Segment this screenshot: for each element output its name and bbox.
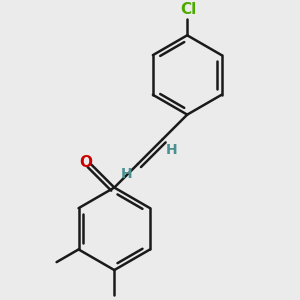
Text: Cl: Cl xyxy=(181,2,197,17)
Text: O: O xyxy=(80,155,92,170)
Text: H: H xyxy=(121,167,133,181)
Text: H: H xyxy=(166,142,178,157)
